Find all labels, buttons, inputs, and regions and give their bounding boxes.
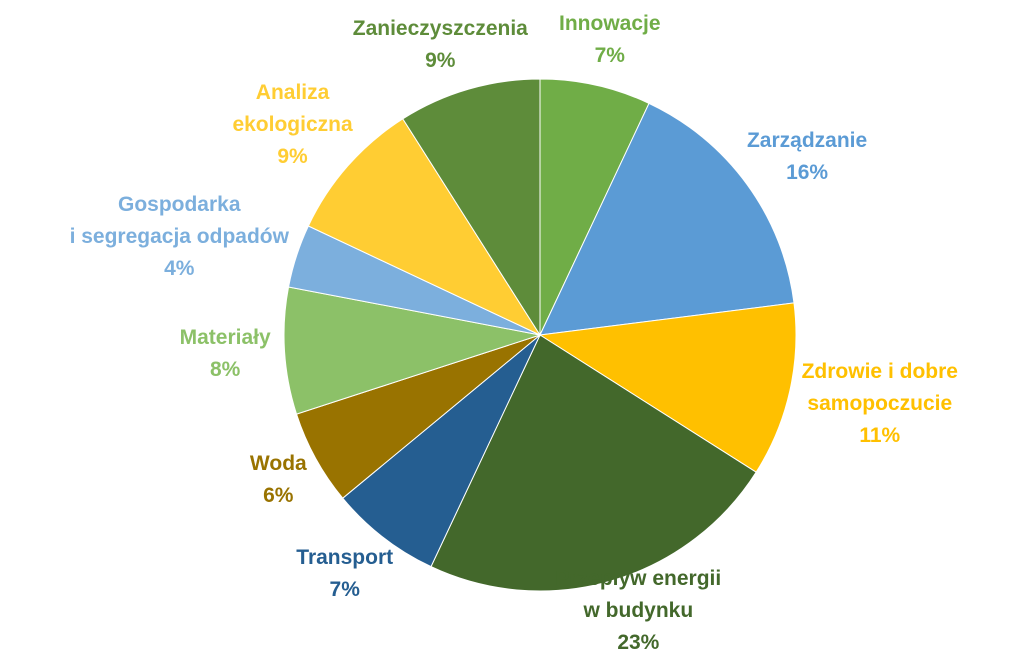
data-label: Zdrowie i dobre samopoczucie 11% bbox=[802, 356, 958, 452]
value-label: 16% bbox=[786, 161, 829, 185]
value-label: 23% bbox=[617, 631, 660, 654]
value-label: 9% bbox=[425, 48, 456, 72]
pie-slice bbox=[283, 286, 541, 415]
data-label: Innowacje 7% bbox=[559, 8, 661, 72]
value-label: 4% bbox=[164, 256, 195, 280]
data-label: Zanieczyszczenia 9% bbox=[353, 13, 528, 77]
data-label: Przepływ energii w budynku 23% bbox=[555, 563, 721, 659]
pie-slice bbox=[538, 302, 797, 473]
category-label: Materiały bbox=[179, 325, 271, 349]
category-label: Analiza ekologiczna bbox=[232, 80, 353, 136]
pie-slice bbox=[539, 78, 650, 336]
pie-slice bbox=[430, 334, 757, 592]
value-label: 6% bbox=[263, 484, 294, 508]
data-label: Zarządzanie 16% bbox=[747, 125, 867, 189]
category-label: Woda bbox=[249, 452, 307, 476]
value-label: 11% bbox=[859, 424, 901, 448]
category-label: Gospodarka i segregacja odpadów bbox=[69, 192, 289, 248]
data-label: Materiały 8% bbox=[180, 322, 271, 386]
category-label: Zanieczyszczenia bbox=[352, 16, 528, 40]
value-label: 7% bbox=[594, 44, 625, 68]
value-label: 7% bbox=[329, 577, 360, 601]
value-label: 9% bbox=[277, 144, 308, 168]
pie-slice bbox=[539, 102, 795, 336]
category-label: Transport bbox=[296, 545, 394, 569]
category-label: Innowacje bbox=[559, 12, 661, 36]
pie-slice bbox=[342, 334, 541, 568]
category-label: Zdrowie i dobre samopoczucie bbox=[801, 360, 958, 416]
category-label: Zarządzanie bbox=[746, 129, 868, 153]
pie-slice bbox=[402, 78, 541, 337]
data-label: Gospodarka i segregacja odpadów 4% bbox=[70, 189, 289, 285]
data-label: Analiza ekologiczna 9% bbox=[232, 77, 352, 173]
data-label: Transport 7% bbox=[296, 542, 393, 606]
category-label: Przepływ energii w budynku bbox=[555, 567, 722, 622]
pie-slice bbox=[307, 118, 542, 337]
data-label: Woda 6% bbox=[250, 448, 307, 512]
value-label: 8% bbox=[209, 357, 241, 381]
